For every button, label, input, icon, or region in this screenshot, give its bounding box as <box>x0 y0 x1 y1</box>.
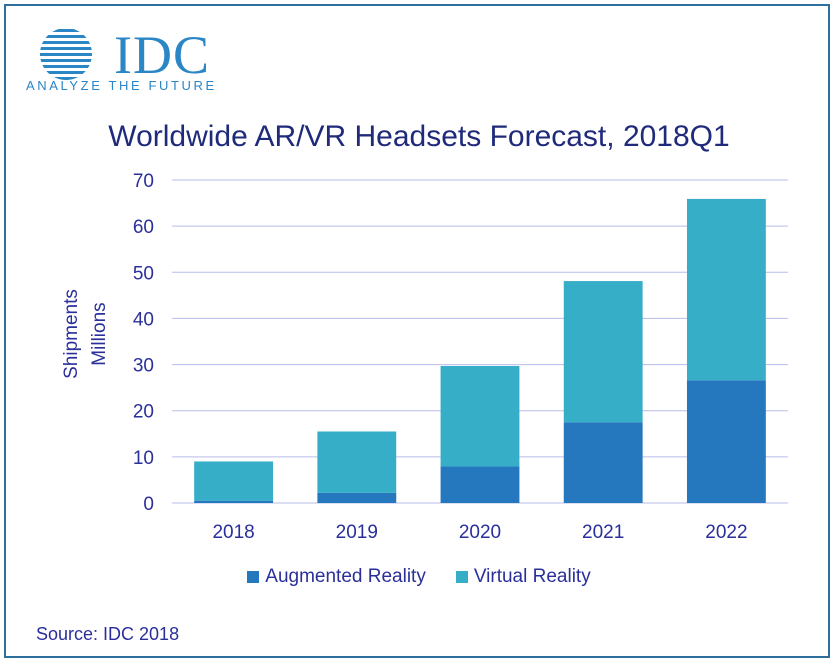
source-note: Source: IDC 2018 <box>36 624 180 644</box>
y-tick-label: 60 <box>133 217 154 238</box>
chart-plot-area: 0 10 20 30 40 50 60 70 2018 2019 2020 2021 2022 <box>133 171 788 543</box>
y-tick-label: 50 <box>133 263 154 284</box>
y-tick-label: 30 <box>133 356 154 377</box>
chart-frame: IDC ANALYZE THE FUTURE Worldwide AR/VR H… <box>4 4 830 658</box>
bar-augmented <box>194 500 274 503</box>
y-tick-label: 70 <box>133 171 154 192</box>
legend-swatch-augmented <box>247 571 260 583</box>
legend-label-virtual: Virtual Reality <box>473 566 591 587</box>
x-tick-label: 2020 <box>459 522 501 543</box>
x-tick-label: 2018 <box>212 522 254 543</box>
x-tick-label: 2021 <box>582 522 624 543</box>
x-tick-label: 2022 <box>705 522 747 543</box>
y-tick-label: 10 <box>133 448 154 469</box>
bar-virtual <box>563 281 643 423</box>
chart-legend: Augmented Reality Virtual Reality <box>6 566 832 588</box>
legend-item-virtual: Virtual Reality <box>455 566 591 588</box>
bar-augmented <box>563 422 643 503</box>
bar-virtual <box>317 431 397 493</box>
legend-label-augmented: Augmented Reality <box>265 566 426 587</box>
legend-swatch-virtual <box>455 571 468 583</box>
y-tick-label: 0 <box>143 494 154 515</box>
logo-wordmark: IDC <box>114 25 210 85</box>
bar-virtual <box>194 461 274 501</box>
legend-item-augmented: Augmented Reality <box>247 566 426 588</box>
idc-logo: IDC ANALYZE THE FUTURE <box>24 26 224 96</box>
chart-title: Worldwide AR/VR Headsets Forecast, 2018Q… <box>108 120 730 153</box>
logo-tagline: ANALYZE THE FUTURE <box>26 78 217 93</box>
x-tick-label: 2019 <box>336 522 378 543</box>
bar-virtual <box>686 198 766 381</box>
bar-augmented <box>440 466 520 503</box>
y-tick-label: 20 <box>133 402 154 423</box>
bar-augmented <box>317 492 397 503</box>
y-tick-label: 40 <box>133 309 154 330</box>
bar-virtual <box>440 365 520 467</box>
bar-augmented <box>686 380 766 503</box>
idc-globe-icon <box>40 29 92 80</box>
